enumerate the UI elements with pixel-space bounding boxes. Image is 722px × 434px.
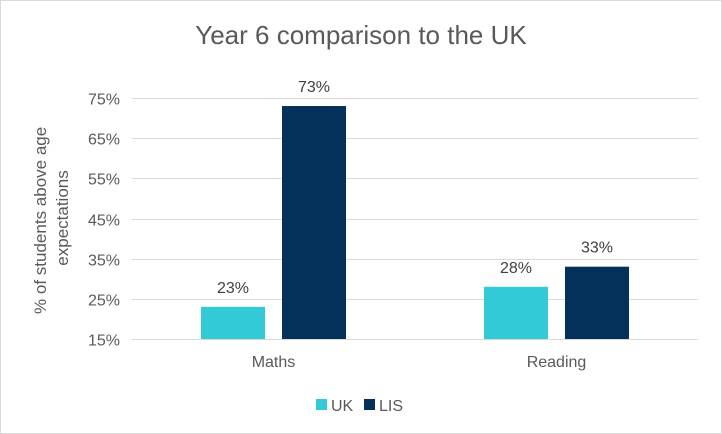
legend-label-uk: UK [331, 398, 354, 415]
y-tick-label: 25% [88, 293, 120, 310]
y-axis: 15% 25% 35% 45% 55% 65% 75% [88, 92, 120, 350]
y-tick-label: 55% [88, 172, 120, 189]
y-axis-label: % of students above age expectations [31, 122, 72, 314]
data-label: 33% [581, 240, 613, 257]
chart-title: Year 6 comparison to the UK [195, 20, 527, 50]
bar-uk-maths [201, 306, 265, 339]
x-axis: Maths Reading [252, 354, 587, 371]
y-axis-label-line-1: % of students above age [31, 127, 50, 314]
y-tick-label: 35% [88, 253, 120, 270]
bars: 23% 73% 28% 33% [201, 79, 629, 340]
bar-lis-maths [282, 106, 346, 340]
legend-label-lis: LIS [379, 398, 403, 415]
bar-lis-reading [565, 266, 629, 339]
x-tick-label: Maths [252, 354, 296, 371]
data-label: 23% [217, 280, 249, 297]
legend-swatch-uk [316, 399, 327, 410]
y-tick-label: 15% [88, 333, 120, 350]
y-tick-label: 65% [88, 132, 120, 149]
data-label: 28% [500, 260, 532, 277]
legend-swatch-lis [364, 399, 375, 410]
data-label: 73% [298, 79, 330, 96]
bar-uk-reading [484, 286, 548, 339]
y-axis-label-line-2: expectations [53, 170, 72, 265]
legend: UK LIS [316, 398, 403, 415]
y-tick-label: 45% [88, 213, 120, 230]
y-tick-label: 75% [88, 92, 120, 109]
x-tick-label: Reading [527, 354, 587, 371]
